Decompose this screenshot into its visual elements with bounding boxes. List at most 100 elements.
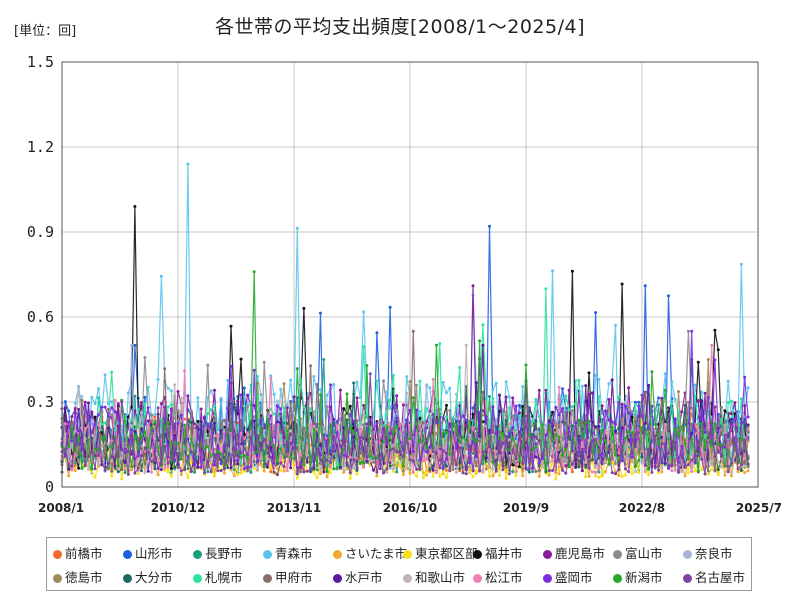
legend-swatch [193, 574, 202, 583]
data-point [401, 464, 405, 468]
data-point [607, 407, 611, 410]
data-point [580, 384, 584, 388]
legend-label: さいたま市 [345, 546, 408, 561]
data-point [435, 343, 438, 347]
data-point [481, 462, 485, 466]
data-point [600, 452, 604, 456]
data-point [564, 394, 568, 398]
data-point [557, 450, 561, 454]
data-point [633, 400, 637, 404]
data-point [647, 467, 651, 471]
data-point [451, 462, 455, 466]
data-point [189, 409, 193, 413]
data-point [537, 439, 541, 443]
data-point [266, 445, 269, 449]
data-point [554, 433, 558, 436]
data-point [193, 455, 197, 459]
data-point [607, 382, 611, 386]
data-point [610, 471, 614, 475]
data-point [163, 405, 167, 409]
data-point [338, 462, 342, 466]
data-point [544, 423, 548, 427]
data-point [643, 429, 647, 433]
data-point [70, 426, 74, 430]
data-point [703, 472, 707, 476]
data-point [289, 378, 293, 382]
data-point [382, 471, 385, 475]
data-point [385, 425, 389, 429]
data-point [159, 468, 163, 471]
data-point [557, 458, 561, 462]
data-point [395, 450, 399, 454]
data-point [544, 441, 548, 444]
data-point [541, 454, 545, 458]
data-point [186, 448, 190, 452]
data-point [97, 387, 100, 391]
data-point [163, 444, 167, 448]
data-point [338, 388, 342, 392]
data-point [617, 467, 621, 471]
data-point [604, 439, 607, 443]
data-point [720, 418, 723, 422]
data-point [590, 458, 594, 462]
data-point [388, 457, 392, 461]
data-point [544, 433, 548, 437]
data-point [176, 449, 180, 453]
data-point [481, 469, 485, 472]
data-point [295, 476, 299, 480]
data-point [448, 456, 452, 460]
data-point [398, 464, 402, 468]
data-point [617, 401, 621, 405]
data-point [67, 467, 71, 471]
data-point [90, 470, 94, 474]
data-point [408, 437, 412, 441]
data-point [196, 422, 200, 426]
data-point [574, 466, 578, 469]
data-point [686, 457, 690, 461]
data-point [498, 458, 501, 462]
data-point [587, 466, 591, 470]
data-point [514, 430, 518, 434]
data-point [660, 399, 664, 403]
data-point [259, 418, 263, 422]
data-point [696, 440, 700, 444]
data-point [269, 455, 273, 459]
data-point [368, 372, 372, 376]
data-point [382, 426, 385, 430]
data-point [521, 466, 525, 470]
data-point [239, 451, 243, 455]
data-point [315, 447, 319, 451]
data-point [262, 465, 266, 469]
data-point [239, 431, 243, 435]
data-point [282, 443, 286, 447]
legend-swatch [403, 550, 412, 559]
data-point [73, 401, 77, 405]
data-point [468, 442, 472, 445]
data-point [133, 434, 137, 438]
data-point [514, 457, 518, 461]
data-point [335, 431, 339, 435]
data-point [547, 469, 551, 473]
data-point [743, 457, 747, 460]
data-point [700, 399, 704, 403]
data-point [272, 461, 276, 465]
data-point [97, 462, 100, 466]
data-point [209, 470, 213, 474]
data-point [408, 458, 412, 462]
data-point [743, 461, 747, 465]
data-point [329, 383, 332, 387]
data-point [587, 439, 591, 442]
data-point [435, 400, 438, 404]
legend-item: 名古屋市 [683, 567, 745, 586]
data-point [97, 431, 100, 435]
data-point [723, 420, 727, 424]
legend-swatch [473, 574, 482, 583]
data-point [504, 414, 508, 417]
data-point [498, 439, 501, 443]
data-point [730, 399, 733, 403]
data-point [249, 470, 253, 474]
data-point [604, 470, 607, 474]
data-point [246, 431, 250, 435]
legend-item: 長野市 [193, 543, 243, 562]
data-point [706, 436, 710, 440]
